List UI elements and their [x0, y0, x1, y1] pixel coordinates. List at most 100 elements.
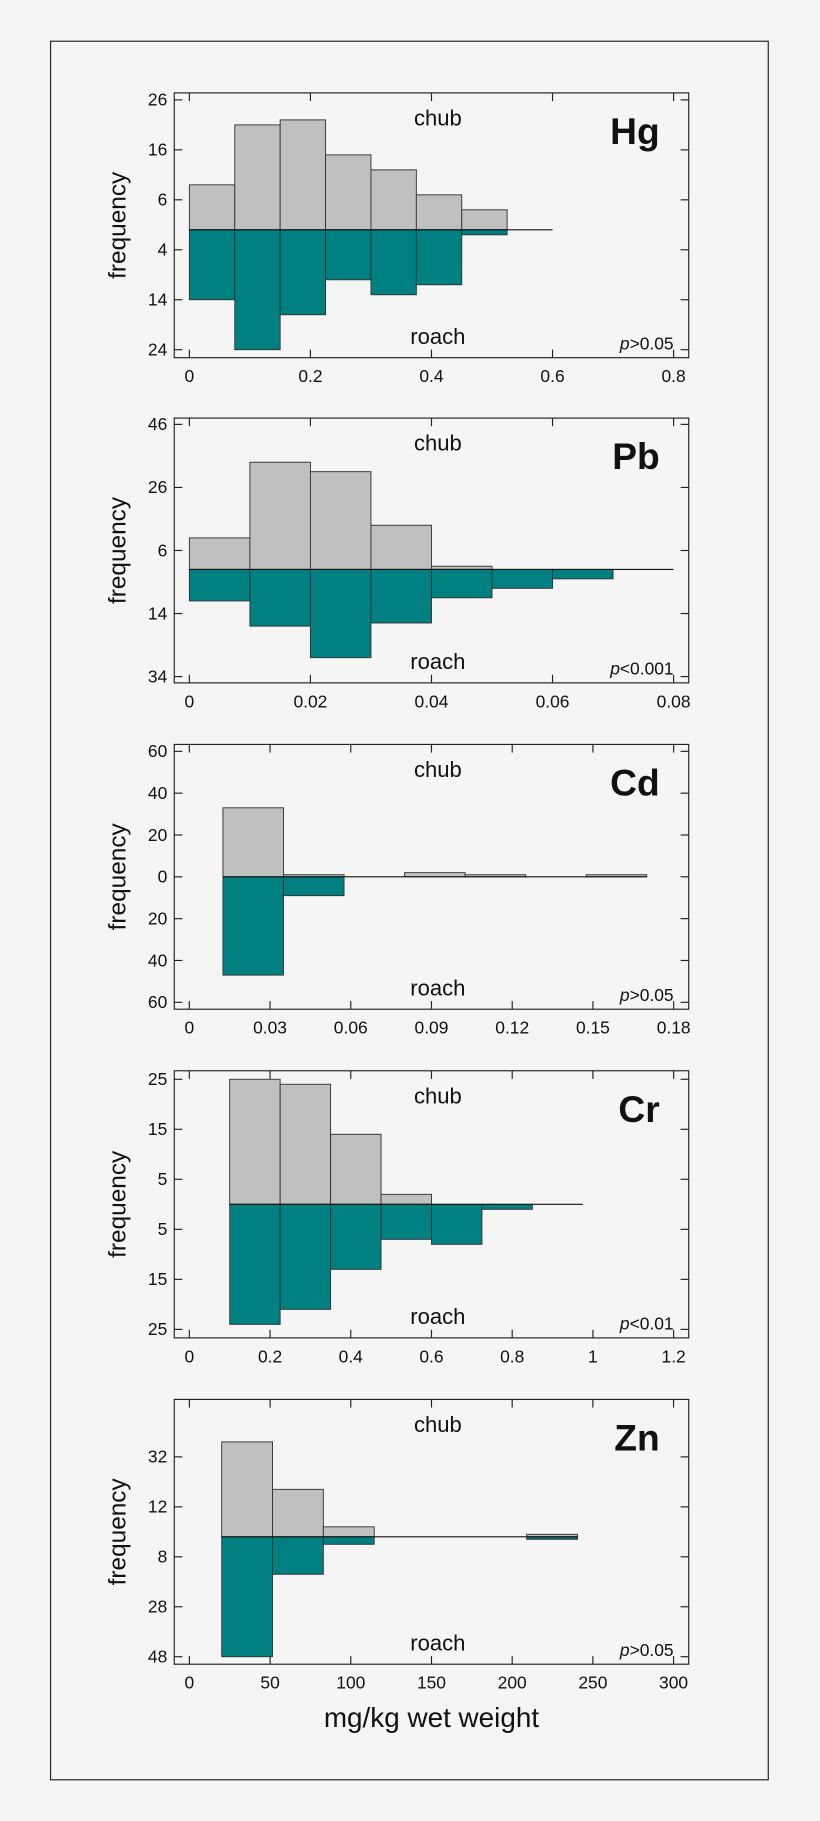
x-tick-label: 0.6 — [419, 1346, 443, 1366]
p-value: p<0.001 — [609, 659, 673, 679]
top-group-label: chub — [414, 757, 462, 782]
x-tick-label: 0 — [185, 1673, 195, 1693]
p-comparison: <0.001 — [620, 659, 674, 679]
histogram-bar — [415, 229, 463, 286]
y-tick-label: 24 — [148, 340, 168, 360]
p-symbol: p — [609, 659, 620, 679]
element-label: Cd — [610, 762, 660, 804]
y-tick-label: 14 — [148, 290, 168, 310]
histogram-bar — [283, 876, 345, 897]
y-tick-label: 20 — [148, 825, 167, 845]
x-tick-label: 0.08 — [657, 691, 691, 711]
x-tick-label: 0.02 — [293, 691, 327, 711]
x-tick-label: 100 — [336, 1673, 365, 1693]
histogram-bar — [415, 194, 463, 231]
top-group-label: chub — [414, 1412, 462, 1437]
histogram-bar — [330, 1133, 382, 1205]
x-tick-label: 0.6 — [540, 366, 564, 386]
top-group-label: chub — [414, 431, 462, 456]
y-tick-label: 48 — [148, 1647, 167, 1667]
y-tick-label: 46 — [148, 414, 167, 434]
histogram-bar — [234, 124, 281, 231]
x-tick-label: 0.4 — [339, 1346, 364, 1366]
y-tick-label: 25 — [148, 1069, 167, 1089]
x-tick-label: 0.09 — [415, 1018, 449, 1038]
histogram-bar — [309, 471, 372, 570]
element-label: Cr — [618, 1088, 659, 1130]
element-label: Hg — [610, 110, 660, 152]
histogram-bar — [370, 568, 432, 624]
y-tick-label: 28 — [148, 1597, 167, 1617]
x-tick-label: 250 — [578, 1673, 607, 1693]
histogram-bar — [272, 1488, 324, 1538]
y-tick-label: 34 — [148, 666, 168, 686]
histogram-bar — [431, 1203, 483, 1245]
x-tick-label: 50 — [260, 1673, 279, 1693]
y-tick-label: 60 — [148, 992, 167, 1012]
x-tick-label: 0 — [184, 1346, 194, 1366]
y-tick-label: 40 — [148, 783, 167, 803]
p-symbol: p — [619, 985, 630, 1005]
x-tick-label: 200 — [498, 1673, 527, 1693]
y-tick-label: 4 — [158, 240, 168, 260]
p-comparison: <0.01 — [630, 1314, 674, 1334]
histogram-bar — [279, 119, 327, 231]
histogram-bar — [229, 1203, 281, 1325]
x-axis-label: mg/kg wet weight — [324, 1702, 539, 1733]
histogram-bar — [279, 1083, 332, 1205]
y-tick-label: 16 — [148, 140, 167, 160]
x-tick-label: 0.03 — [253, 1018, 287, 1038]
y-tick-label: 60 — [148, 741, 167, 761]
histogram-bar — [234, 229, 281, 351]
x-tick-label: 0.2 — [298, 366, 322, 386]
bottom-group-label: roach — [410, 1630, 465, 1655]
y-tick-label: 14 — [148, 603, 168, 623]
x-tick-label: 150 — [417, 1673, 446, 1693]
bottom-group-label: roach — [410, 1304, 465, 1329]
outer-frame — [49, 40, 769, 1781]
y-tick-label: 40 — [148, 950, 167, 970]
histogram-bar — [330, 1203, 382, 1270]
histogram-bar — [461, 209, 508, 231]
histogram-bar — [370, 229, 417, 296]
y-tick-label: 12 — [148, 1497, 167, 1517]
histogram-bar — [380, 1203, 432, 1240]
y-tick-label: 6 — [158, 190, 168, 210]
histogram-bar — [279, 1203, 332, 1310]
y-axis-label: frequency — [104, 171, 131, 279]
p-value: p<0.01 — [619, 1314, 674, 1334]
y-tick-label: 5 — [158, 1219, 168, 1239]
histogram-bar — [188, 537, 251, 570]
x-tick-label: 0 — [185, 691, 195, 711]
p-value: p>0.05 — [619, 334, 674, 354]
p-symbol: p — [619, 1640, 630, 1660]
histogram-bar — [309, 568, 372, 659]
x-tick-label: 0 — [185, 366, 195, 386]
histogram-bar — [229, 1078, 281, 1205]
y-axis-label: frequency — [104, 822, 131, 930]
bottom-group-label: roach — [410, 324, 465, 349]
y-tick-label: 15 — [148, 1119, 167, 1139]
histogram-bar — [552, 568, 614, 580]
p-comparison: >0.05 — [630, 985, 674, 1005]
y-tick-label: 8 — [158, 1547, 168, 1567]
y-tick-label: 20 — [148, 908, 167, 928]
histogram-bar — [221, 1536, 273, 1658]
p-comparison: >0.05 — [630, 334, 674, 354]
bottom-group-label: roach — [410, 975, 465, 1000]
histogram-bar — [322, 1526, 375, 1538]
x-tick-label: 300 — [659, 1673, 688, 1693]
histogram-bar — [272, 1536, 324, 1575]
histogram-bar — [325, 229, 372, 281]
x-tick-label: 0.4 — [419, 366, 444, 386]
histogram-bar — [461, 229, 508, 236]
y-tick-label: 26 — [148, 477, 167, 497]
x-tick-label: 0.12 — [495, 1018, 529, 1038]
bottom-group-label: roach — [410, 649, 465, 674]
x-tick-label: 0.06 — [536, 691, 570, 711]
x-tick-label: 0.15 — [576, 1018, 610, 1038]
y-axis-label: frequency — [104, 1477, 131, 1585]
